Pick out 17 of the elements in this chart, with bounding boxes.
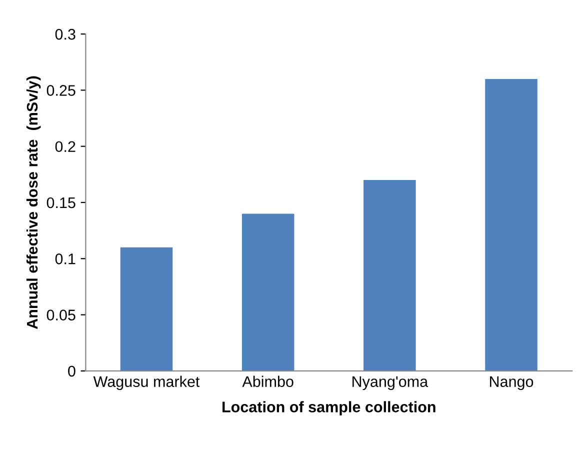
x-tick-label: Nyang'oma (352, 376, 428, 390)
x-tick-label: Abimbo (242, 376, 294, 388)
y-tick-label: 0.25 (46, 85, 76, 96)
bar (364, 180, 416, 371)
y-tick-label: 0.1 (55, 254, 76, 264)
y-tick-label: 0.15 (46, 197, 76, 208)
y-tick-label: 0 (68, 366, 76, 377)
x-axis-title: Location of sample collection (222, 401, 436, 416)
bar (485, 78, 538, 371)
y-tick-label: 0.3 (55, 28, 76, 40)
y-tick-label: 0.05 (46, 310, 76, 320)
x-tick-label: Nango (490, 376, 534, 390)
bar (120, 247, 173, 371)
bar (242, 214, 294, 371)
x-tick-label: Wagusu market (93, 376, 200, 390)
y-tick-label: 0.2 (55, 141, 76, 152)
y-axis-title: Annual effective dose rate (mSv/y) (26, 76, 41, 330)
